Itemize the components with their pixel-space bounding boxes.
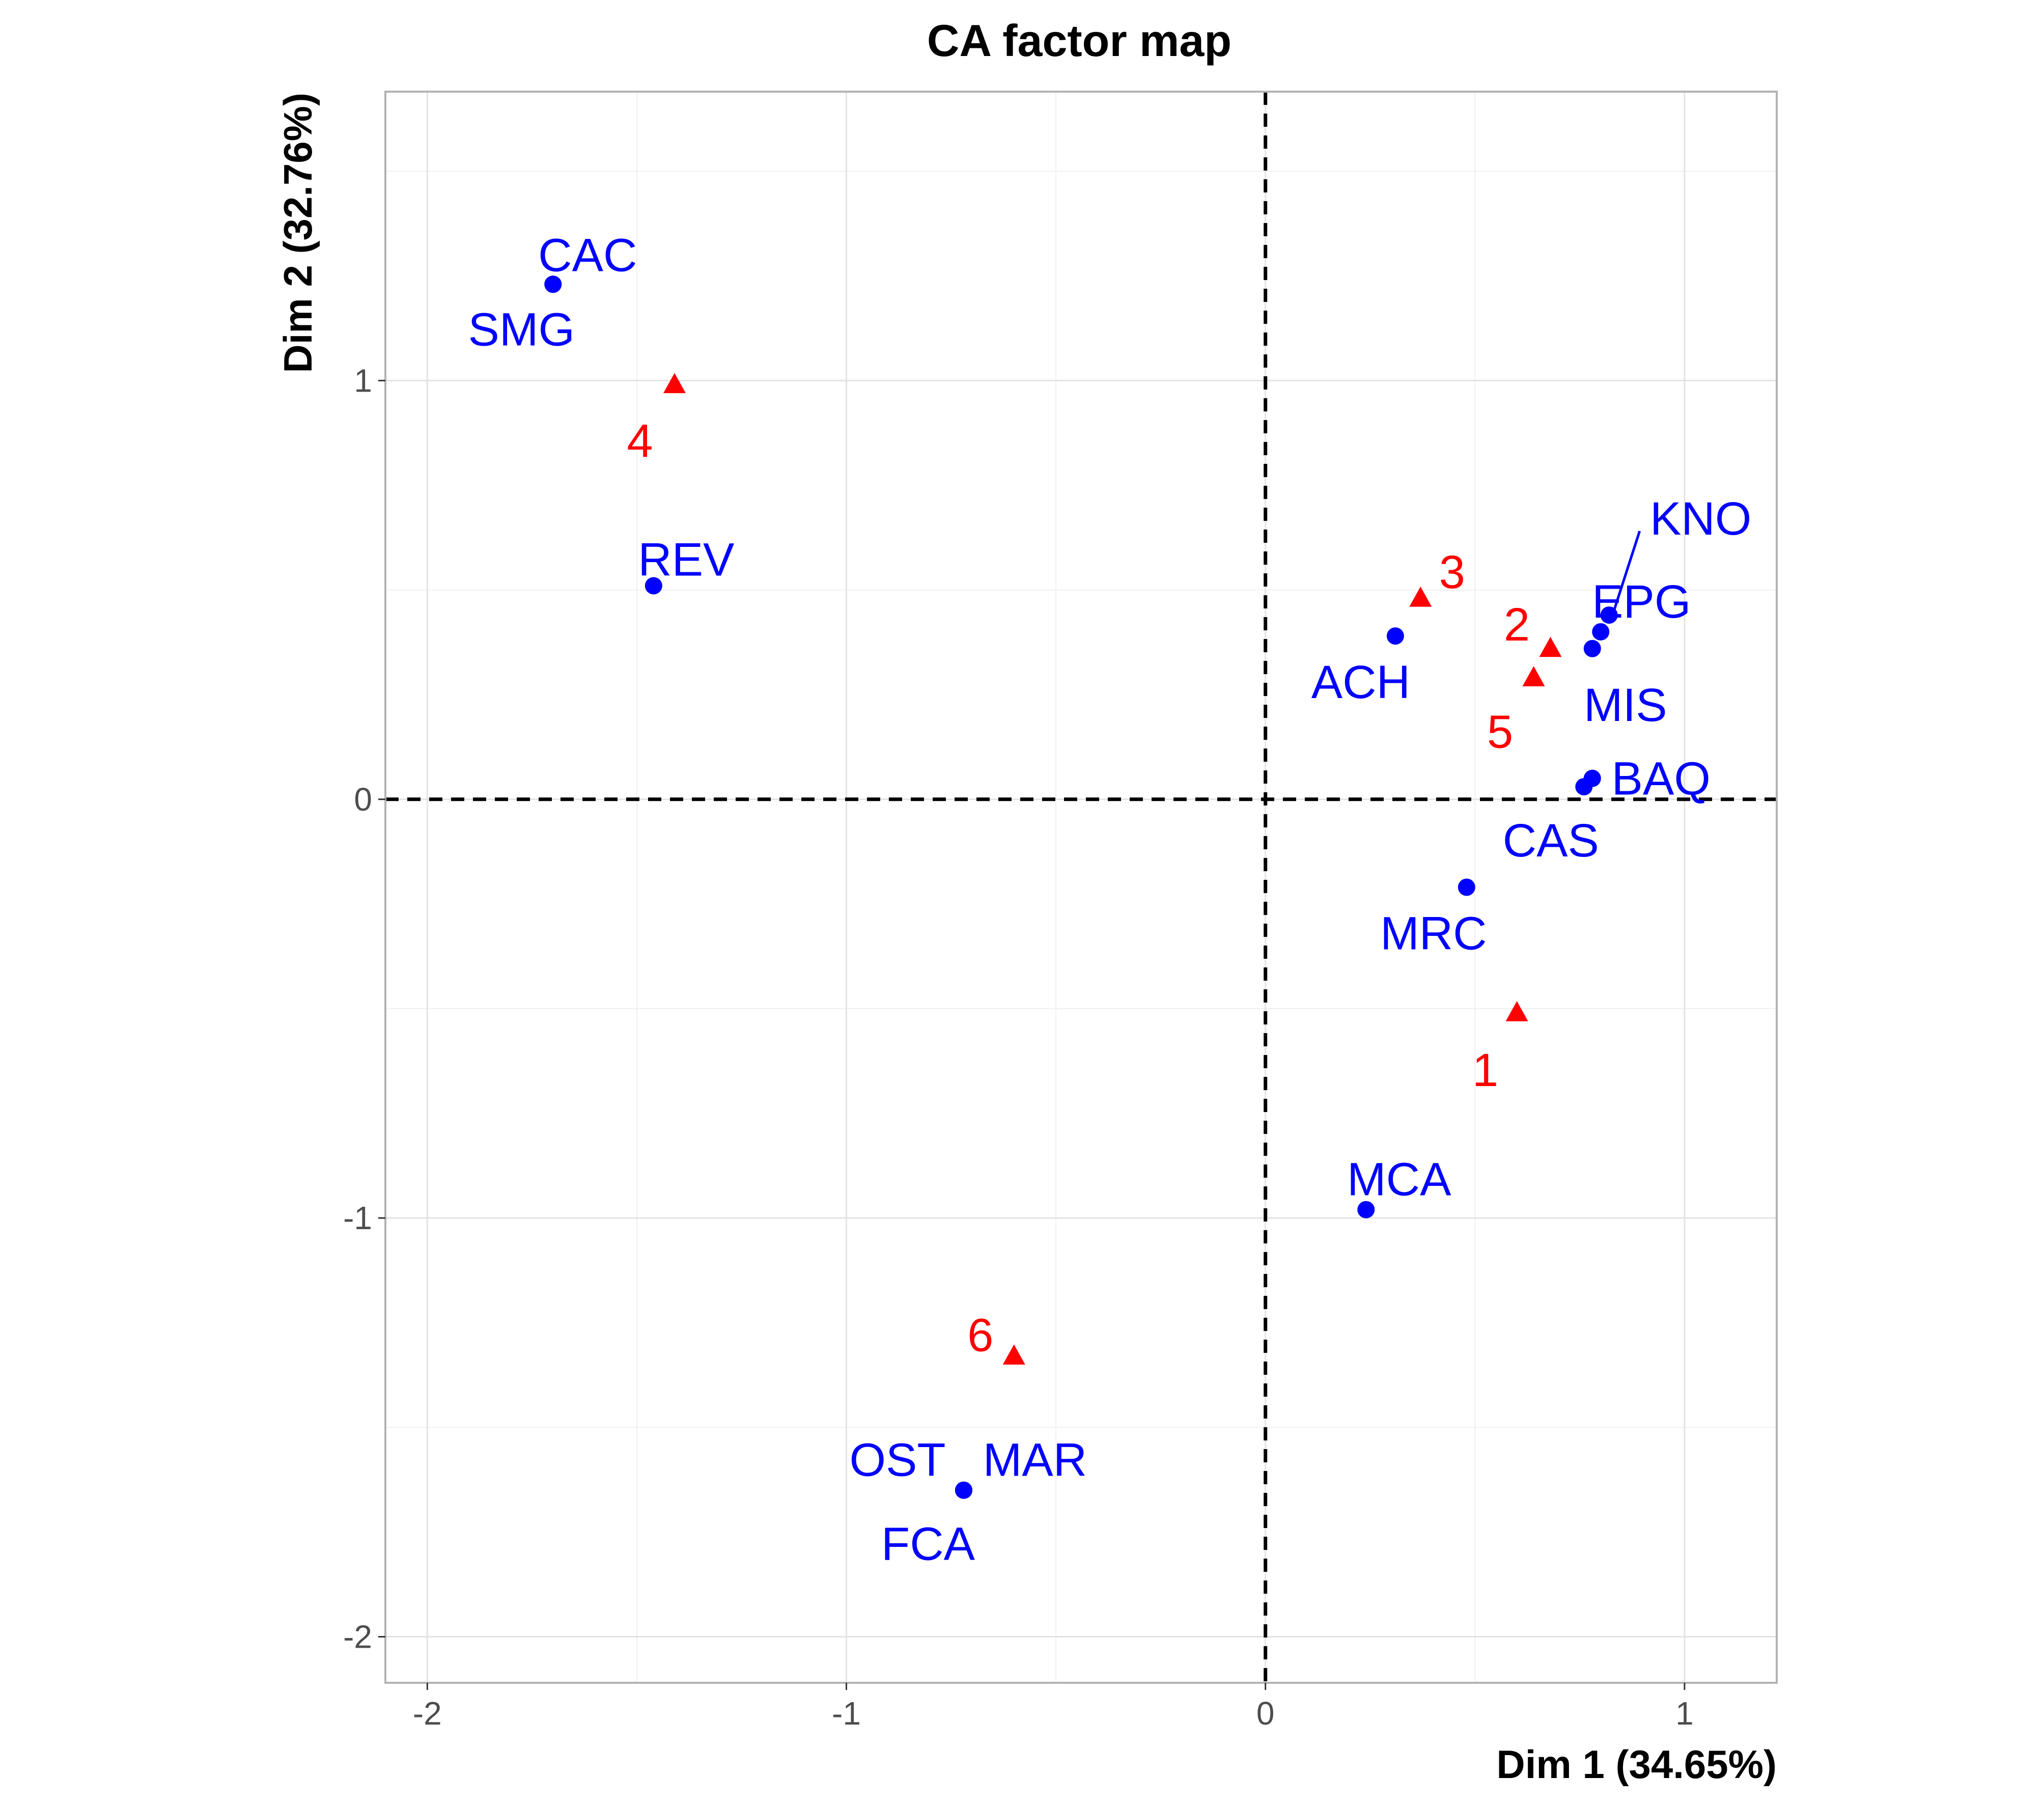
point-label-5: 5	[1487, 706, 1513, 758]
chart-title: CA factor map	[927, 15, 1231, 66]
point-label-6: 6	[967, 1310, 993, 1362]
point-label-mca: MCA	[1347, 1154, 1451, 1206]
point-label-ost: OST	[849, 1434, 945, 1486]
point-label-1: 1	[1472, 1044, 1498, 1096]
point-label-cac: CAC	[538, 229, 637, 281]
point-marker-fca	[955, 1481, 973, 1499]
point-label-mar: MAR	[983, 1434, 1087, 1486]
y-tick-label: -2	[343, 1619, 372, 1655]
point-marker-mrc	[1458, 878, 1475, 896]
point-label-cas: CAS	[1503, 815, 1599, 867]
x-tick-label: -2	[413, 1695, 442, 1732]
point-marker-kno	[1600, 606, 1618, 624]
point-label-mis: MIS	[1584, 679, 1667, 731]
point-label-3: 3	[1439, 546, 1465, 598]
plot-panel-border	[384, 91, 1778, 1684]
point-label-kno: KNO	[1650, 493, 1751, 545]
y-tick-label: 1	[354, 362, 372, 399]
triangle-marker-3	[1409, 586, 1432, 607]
point-label-2: 2	[1504, 599, 1530, 651]
triangle-marker-5	[1522, 666, 1545, 686]
point-label-epg: EPG	[1592, 576, 1691, 628]
triangle-marker-2	[1539, 636, 1562, 657]
y-axis-title: Dim 2 (32.76%)	[275, 93, 320, 373]
point-marker-rev	[645, 577, 662, 595]
y-tick-label: -1	[343, 1200, 372, 1236]
data-points	[544, 275, 1618, 1499]
x-tick-label: -1	[832, 1695, 861, 1732]
point-marker-cas	[1575, 778, 1593, 796]
label-leader-lines	[1613, 531, 1641, 610]
leader-line-kno	[1613, 531, 1641, 610]
point-marker-epg	[1592, 623, 1610, 641]
point-label-mrc: MRC	[1380, 908, 1487, 960]
point-marker-mca	[1357, 1201, 1375, 1218]
point-label-4: 4	[627, 415, 653, 467]
x-tick-label: 1	[1675, 1695, 1694, 1732]
point-label-rev: REV	[638, 534, 734, 586]
triangle-marker-4	[663, 373, 686, 394]
point-marker-smg	[544, 275, 562, 293]
triangle-marker-1	[1505, 1001, 1528, 1021]
triangle-marker-6	[1002, 1344, 1025, 1365]
point-label-baq: BAQ	[1612, 753, 1711, 805]
point-label-fca: FCA	[881, 1518, 975, 1570]
point-label-smg: SMG	[468, 303, 575, 355]
axis-ticks: -2 -1 0 1 -2 -1 0 1	[343, 362, 1694, 1732]
point-marker-mis	[1583, 640, 1601, 657]
point-marker-ach	[1386, 627, 1404, 645]
point-label-ach: ACH	[1311, 656, 1410, 708]
reference-lines	[385, 92, 1777, 1683]
x-axis-title: Dim 1 (34.65%)	[1496, 1742, 1777, 1787]
x-tick-label: 0	[1256, 1695, 1275, 1732]
y-tick-label: 0	[354, 781, 372, 818]
